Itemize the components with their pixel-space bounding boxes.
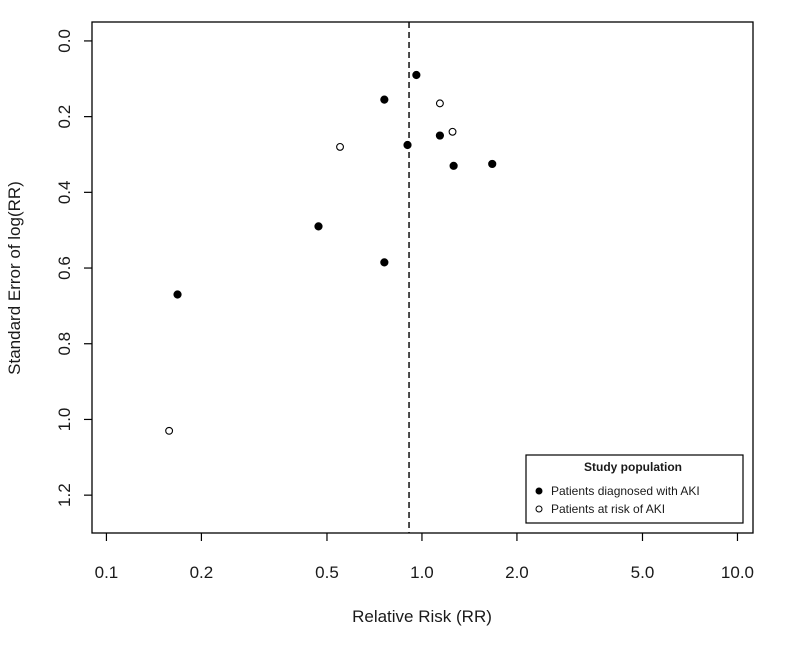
point-at-risk-aki [165,426,174,435]
x-tick-label: 0.2 [190,563,214,582]
point-diagnosed-aki [488,159,497,169]
point-diagnosed-aki [412,70,421,80]
point-diagnosed-aki [435,131,445,140]
y-axis-title: Standard Error of log(RR) [5,181,24,375]
x-tick-label: 10.0 [721,563,754,582]
x-tick-label: 5.0 [631,563,655,582]
point-diagnosed-aki [380,95,389,104]
point-diagnosed-aki [449,161,458,170]
x-tick-label: 0.1 [95,563,119,582]
legend-marker-diagnosed [535,487,543,495]
legend-label-at-risk: Patients at risk of AKI [551,502,665,516]
point-diagnosed-aki [314,222,323,231]
y-tick-label: 0.8 [55,332,74,356]
point-at-risk-aki [435,99,444,108]
y-tick-label: 1.0 [55,408,74,432]
y-axis: 0.0 0.2 0.4 0.6 0.8 1.0 1.2 [55,29,92,507]
legend-marker-at-risk [535,505,543,513]
legend-label-diagnosed: Patients diagnosed with AKI [551,484,700,498]
y-tick-label: 1.2 [55,483,74,507]
x-tick-label: 0.5 [315,563,339,582]
point-at-risk-aki [448,127,457,136]
point-diagnosed-aki [403,140,412,150]
y-tick-label: 0.4 [55,181,74,205]
x-axis-title: Relative Risk (RR) [352,607,492,626]
point-at-risk-aki [336,142,344,151]
y-tick-label: 0.6 [55,256,74,280]
data-points [165,70,497,435]
x-axis: 0.1 0.2 0.5 1.0 2.0 5.0 10.0 [95,533,754,582]
point-diagnosed-aki [380,258,389,267]
legend-title: Study population [584,460,682,474]
x-tick-label: 1.0 [410,563,434,582]
x-tick-label: 2.0 [505,563,529,582]
legend-box [525,454,744,524]
y-tick-label: 0.0 [55,29,74,53]
legend: Study population Patients diagnosed with… [525,454,744,524]
point-diagnosed-aki [173,290,182,299]
y-tick-label: 0.2 [55,105,74,129]
